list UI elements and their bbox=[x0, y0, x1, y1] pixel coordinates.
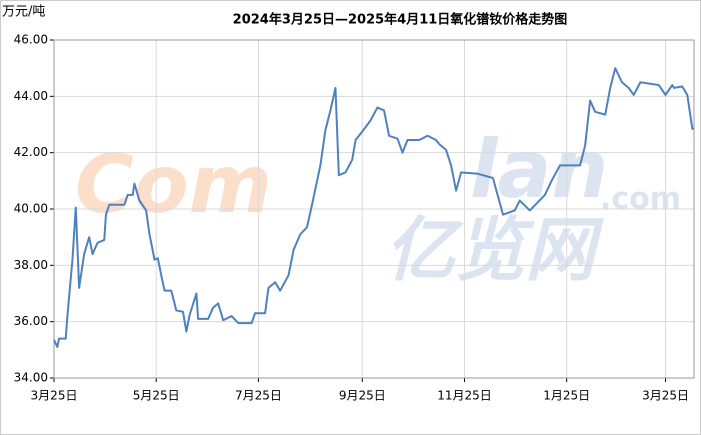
y-tick-label: 36.00 bbox=[14, 314, 48, 328]
y-tick-label: 42.00 bbox=[14, 145, 48, 159]
x-tick-label: 9月25日 bbox=[339, 389, 386, 403]
y-axis-label: 万元/吨 bbox=[2, 5, 45, 20]
watermark-text: 亿览网 bbox=[385, 209, 605, 291]
x-tick-label: 3月25日 bbox=[642, 389, 689, 403]
chart-title: 2024年3月25日—2025年4月11日氧化镨钕价格走势图 bbox=[233, 12, 568, 28]
y-tick-label: 40.00 bbox=[14, 202, 48, 216]
watermark: Com lan .com 亿览网 bbox=[75, 123, 681, 291]
watermark-text: .com bbox=[600, 182, 681, 217]
data-line bbox=[53, 67, 694, 349]
plot-frame bbox=[53, 39, 695, 379]
x-tick-label: 5月25日 bbox=[133, 389, 180, 403]
watermark-text: Com bbox=[75, 138, 272, 231]
x-tick-label: 11月25日 bbox=[437, 389, 492, 403]
y-tick-label: 44.00 bbox=[14, 89, 48, 103]
y-tick-label: 46.00 bbox=[14, 33, 48, 47]
x-tick-label: 3月25日 bbox=[31, 389, 78, 403]
x-tick-label: 7月25日 bbox=[235, 389, 282, 403]
y-tick-label: 38.00 bbox=[14, 258, 48, 272]
x-tick-label: 1月25日 bbox=[543, 389, 590, 403]
y-tick-label: 34.00 bbox=[14, 371, 48, 385]
